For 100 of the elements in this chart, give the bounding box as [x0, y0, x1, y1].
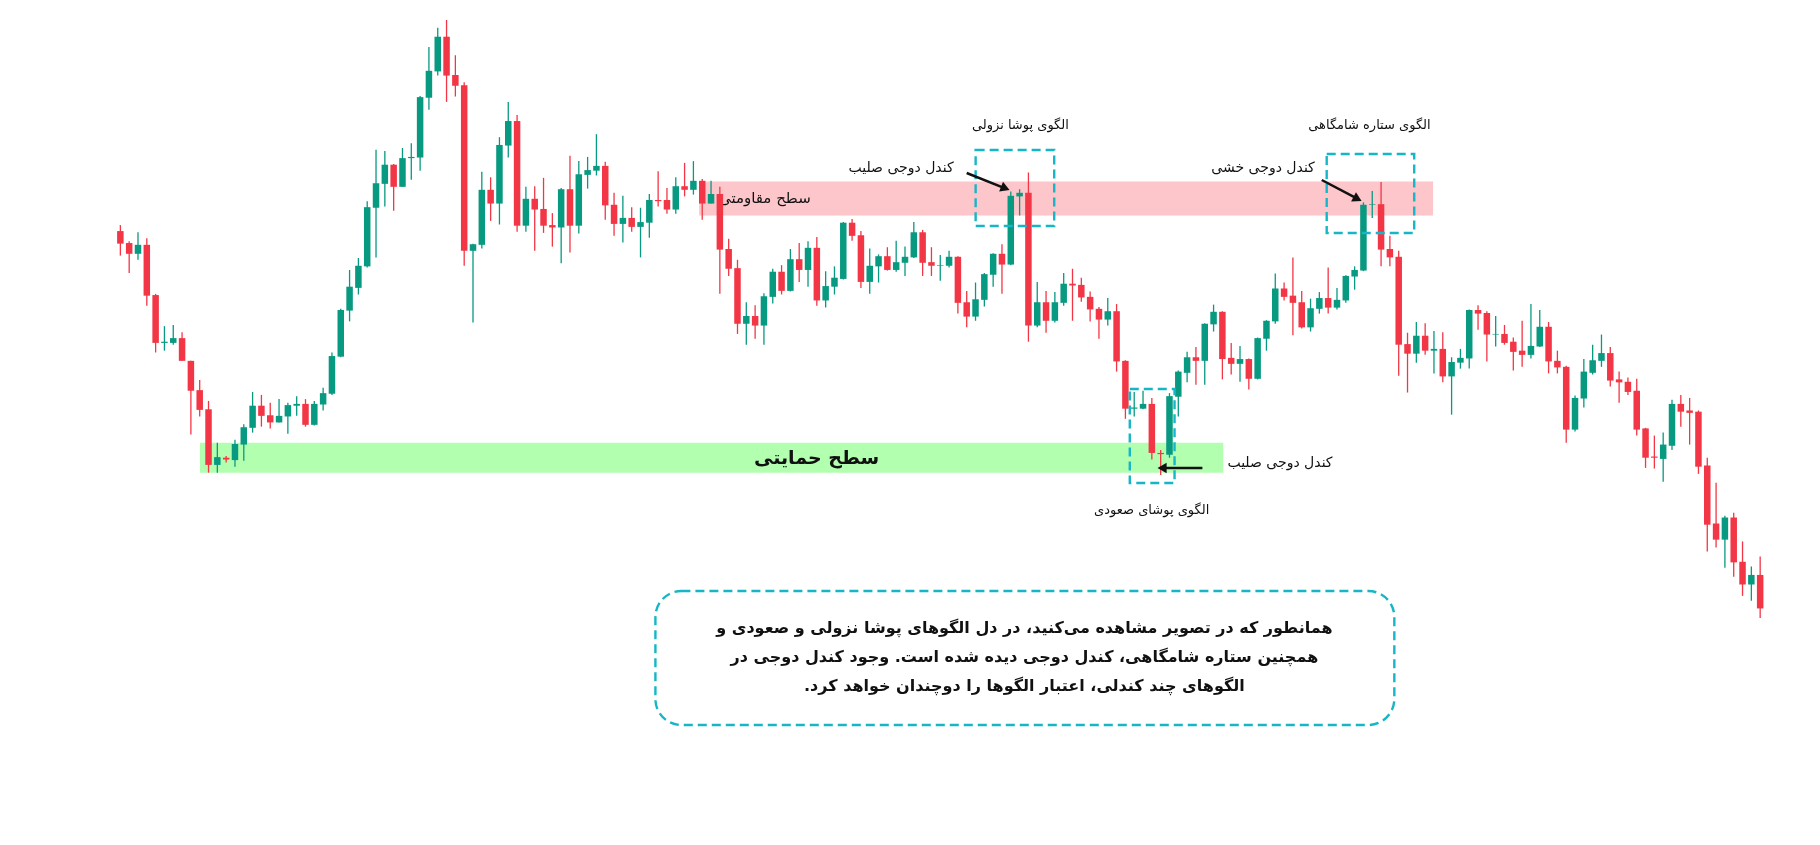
candlestick — [1095, 306, 1103, 340]
candlestick — [117, 224, 124, 257]
candlestick — [1033, 281, 1041, 329]
candlestick — [690, 160, 697, 196]
candlestick — [1430, 330, 1438, 375]
candlestick — [1554, 350, 1561, 375]
candlestick — [1183, 351, 1191, 384]
candlestick — [1686, 397, 1693, 446]
candlestick — [1245, 357, 1253, 391]
candlestick — [1307, 298, 1314, 333]
candlestick — [1227, 342, 1235, 376]
candlestick — [1351, 265, 1358, 291]
candlestick — [178, 331, 186, 362]
candlestick — [1078, 277, 1085, 303]
candlestick — [795, 242, 803, 283]
candlestick — [134, 231, 142, 261]
candlestick — [884, 246, 891, 272]
candlestick — [1104, 297, 1112, 327]
candlestick — [1492, 315, 1499, 348]
candlestick — [1421, 322, 1429, 356]
candlestick — [1712, 482, 1720, 549]
candlestick — [1659, 431, 1667, 483]
candlestick — [1210, 303, 1217, 333]
candlestick — [989, 252, 997, 288]
candlestick — [1474, 304, 1482, 331]
candlestick — [1413, 321, 1420, 364]
candlestick — [610, 192, 618, 237]
candlestick — [214, 442, 221, 474]
candlestick — [258, 394, 265, 428]
candlestick — [743, 301, 750, 346]
candlestick — [469, 242, 477, 324]
candlestick — [196, 379, 203, 418]
candlestick — [751, 304, 759, 340]
candlestick — [963, 290, 970, 329]
candlestick — [681, 162, 688, 198]
candlestick — [1483, 310, 1491, 363]
candlestick — [637, 207, 644, 259]
candlestick — [619, 195, 627, 244]
candlestick — [1527, 303, 1535, 360]
candlestick — [1333, 287, 1341, 311]
candlestick — [822, 270, 829, 309]
candlestick — [672, 176, 680, 215]
candlestick — [1677, 394, 1685, 428]
candlestick — [1589, 344, 1596, 376]
candlestick — [804, 240, 812, 288]
candlestick — [1615, 370, 1623, 404]
candlestick — [698, 178, 706, 221]
candlestick — [628, 206, 635, 233]
candlestick — [1598, 333, 1605, 368]
candlestick — [240, 423, 248, 462]
candlestick — [390, 163, 397, 212]
candlestick — [487, 176, 494, 222]
candlestick — [170, 324, 177, 346]
candlestick — [355, 257, 362, 296]
candlestick — [646, 193, 653, 239]
candlestick — [540, 177, 547, 234]
candlestick — [1369, 190, 1376, 219]
candlestick — [707, 180, 715, 205]
candlestick — [293, 395, 300, 417]
candlestick — [663, 187, 671, 215]
candlestick — [1042, 290, 1050, 334]
candlestick — [1721, 515, 1729, 569]
candlestick — [1448, 356, 1455, 416]
candlestick — [125, 240, 133, 274]
candlestick — [1051, 291, 1059, 324]
candlestick — [848, 218, 856, 242]
candlestick — [901, 245, 909, 277]
candlestick — [311, 400, 318, 427]
candlestick — [1316, 291, 1323, 315]
candlestick — [1192, 346, 1200, 386]
candlestick — [584, 156, 591, 190]
candlestick — [452, 54, 459, 98]
candlestick — [725, 238, 732, 277]
candlestick — [1236, 345, 1244, 383]
candlestick — [1510, 336, 1517, 372]
candlestick — [1457, 348, 1464, 370]
annotation: الگوی پوشا نزولی — [971, 117, 1069, 133]
candlestick — [1016, 188, 1023, 217]
candlestick — [231, 439, 239, 468]
candlestick — [1324, 266, 1332, 315]
candlestick — [928, 246, 935, 277]
candlestick — [1748, 565, 1755, 602]
candlestick — [972, 281, 979, 322]
text: همانطور که در تصویر مشاهده می‌کنید، در دل الگوهای پوشا نزولی و صعودی و همچنین ستاره شامگاهی، کندل دوجی دیده شده است. وجود کندل دوجی در الگوهای چند کندلی، اعتبار الگوها را دوچندان خواهد کرد. — [715, 618, 1333, 696]
annotation: کندل دوجی صلیب — [1227, 454, 1333, 471]
candlestick — [346, 269, 353, 323]
candlestick — [866, 247, 873, 295]
candlestick — [1263, 319, 1270, 352]
candlestick — [1739, 540, 1746, 597]
candlestick — [1060, 272, 1067, 307]
candlestick — [593, 133, 600, 177]
candlestick — [381, 150, 389, 208]
candlestick — [875, 253, 882, 284]
annotation: کندل دوجی خشی — [1211, 159, 1316, 176]
annotation: الگوی ستاره شامگاهی — [1308, 117, 1431, 133]
candlestick — [1404, 332, 1411, 394]
band-label: سطح حمایتی — [753, 445, 880, 469]
annotation: کندل دوجی صلیب — [848, 159, 954, 176]
candlestick — [531, 185, 538, 252]
candlestick — [1501, 324, 1508, 346]
